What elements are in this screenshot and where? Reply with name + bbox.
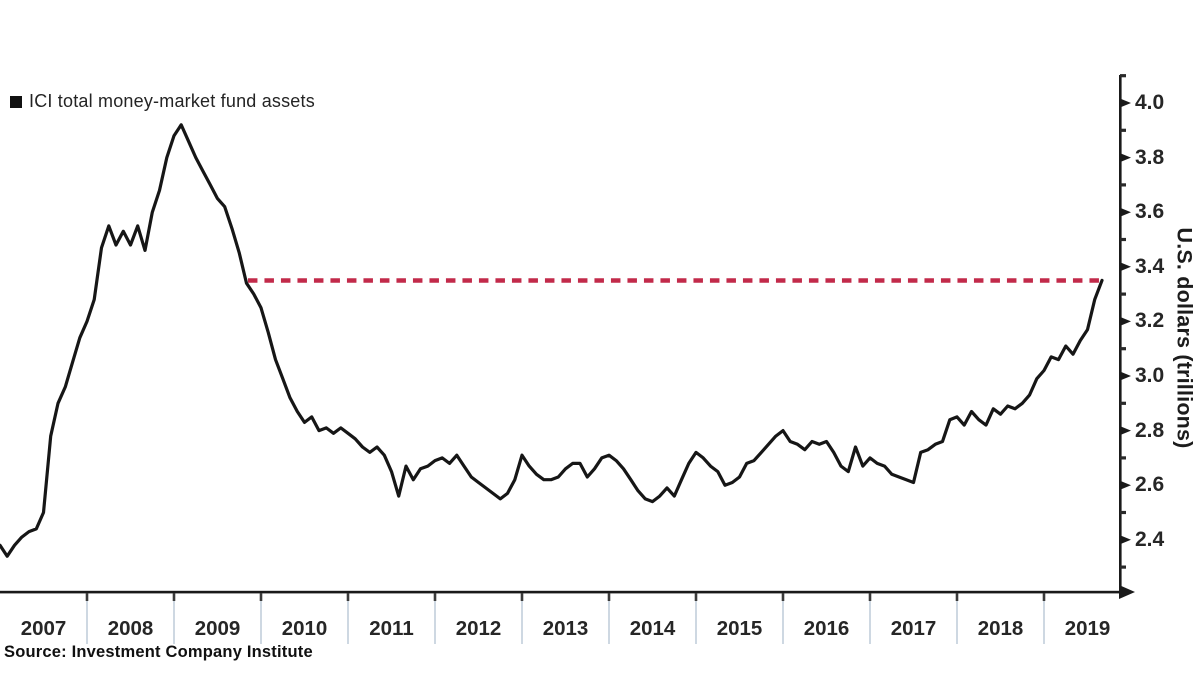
legend: ICI total money-market fund assets (10, 91, 315, 112)
y-minor-tick (1120, 128, 1126, 132)
x-axis-tick (607, 593, 611, 601)
x-tick-label: 2018 (977, 617, 1024, 640)
x-tick-label: 2015 (716, 617, 763, 640)
y-tick-label: 2.6 (1135, 473, 1165, 497)
y-major-tick (1120, 153, 1131, 163)
y-minor-tick (1120, 456, 1126, 460)
x-tick-label: 2019 (1064, 617, 1111, 640)
y-minor-tick (1120, 510, 1126, 515)
x-axis-tick (346, 593, 350, 601)
y-minor-tick (1120, 347, 1126, 351)
y-major-tick (1120, 98, 1131, 108)
y-tick-label: 4.0 (1135, 91, 1165, 114)
source-note: Source: Investment Company Institute (4, 643, 313, 661)
year-guideline (173, 592, 175, 644)
x-axis-tick (694, 593, 698, 601)
x-axis-tick (955, 593, 959, 601)
y-tick-label: 3.6 (1135, 200, 1165, 224)
y-tick-label: 2.8 (1135, 418, 1165, 442)
x-tick-label: 2009 (194, 617, 241, 640)
y-major-tick (1120, 207, 1131, 217)
x-axis-arrow-icon (1119, 585, 1135, 599)
year-guideline (695, 592, 697, 644)
y-minor-tick (1120, 292, 1126, 296)
year-guideline (521, 592, 523, 644)
x-axis-tick (781, 593, 785, 601)
y-minor-tick (1120, 237, 1126, 242)
x-axis-tick (85, 593, 89, 601)
y-tick-label: 3.2 (1135, 309, 1165, 333)
x-axis-tick (172, 593, 176, 601)
y-axis-major-ticks (1120, 98, 1131, 545)
y-major-tick (1120, 371, 1131, 381)
y-minor-tick (1120, 183, 1126, 187)
x-tick-label: 2007 (20, 617, 67, 640)
year-guideline (869, 592, 871, 644)
y-major-tick (1120, 535, 1131, 545)
year-guideline (434, 592, 436, 644)
y-major-tick (1120, 262, 1131, 272)
y-tick-label: 3.8 (1135, 145, 1165, 169)
y-major-tick (1120, 426, 1131, 436)
x-axis-tick (868, 593, 872, 601)
legend-label: ICI total money-market fund assets (29, 91, 315, 111)
x-tick-label: 2010 (281, 617, 328, 640)
y-minor-tick (1120, 401, 1126, 405)
year-guideline (260, 592, 262, 644)
year-guideline (956, 592, 958, 644)
x-tick-label: 2017 (890, 617, 937, 640)
x-axis-ticks (85, 593, 1046, 601)
x-axis-tick (259, 593, 263, 601)
year-guideline (1043, 592, 1045, 644)
y-tick-label: 2.4 (1135, 527, 1165, 551)
x-tick-label: 2008 (107, 617, 154, 640)
x-tick-label: 2013 (542, 617, 589, 640)
x-tick-label: 2011 (369, 617, 414, 640)
legend-swatch-icon (10, 95, 22, 108)
y-axis-title-text: U.S. dollars (trillions) (1172, 227, 1197, 449)
year-guideline (347, 592, 349, 644)
y-minor-tick (1120, 74, 1126, 78)
x-tick-label: 2014 (629, 617, 676, 640)
x-axis-tick (1042, 593, 1046, 601)
y-axis-minor-ticks (1120, 74, 1126, 569)
y-major-tick (1120, 316, 1131, 326)
y-tick-label: 3.4 (1135, 254, 1165, 278)
x-tick-label: 2012 (455, 617, 502, 640)
x-axis-tick (433, 593, 437, 601)
y-axis-line (1119, 75, 1122, 593)
x-axis-tick (520, 593, 524, 601)
data-series-line (0, 123, 1104, 558)
year-boundary-guidelines (86, 592, 1045, 644)
y-minor-tick (1120, 565, 1126, 569)
y-tick-label: 3.0 (1135, 364, 1165, 387)
year-guideline (608, 592, 610, 644)
y-major-tick (1120, 480, 1131, 490)
x-axis-line (0, 590, 1122, 594)
x-tick-label: 2016 (803, 617, 850, 640)
year-guideline (86, 592, 88, 644)
year-guideline (782, 592, 784, 644)
